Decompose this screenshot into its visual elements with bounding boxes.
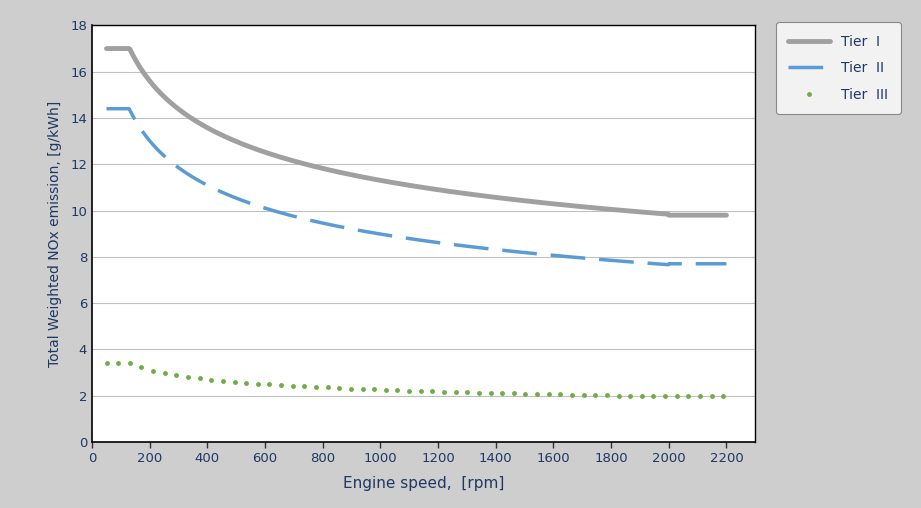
X-axis label: Engine speed,  [rpm]: Engine speed, [rpm] bbox=[343, 477, 505, 491]
Legend: Tier  I, Tier  II, Tier  III: Tier I, Tier II, Tier III bbox=[776, 22, 901, 114]
Y-axis label: Total Weighted NOx emission, [g/kWh]: Total Weighted NOx emission, [g/kWh] bbox=[48, 101, 62, 367]
